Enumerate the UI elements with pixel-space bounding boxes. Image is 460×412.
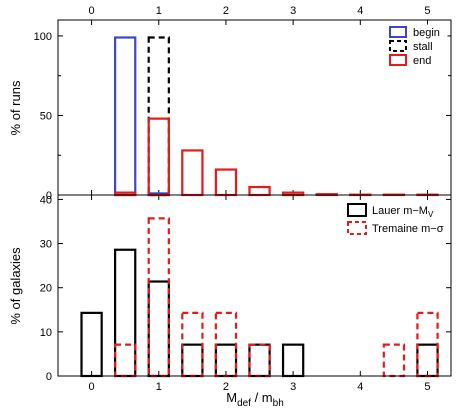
x-tick-label: 4 <box>357 381 363 393</box>
histogram-bar <box>181 149 204 197</box>
x-tick-label: 3 <box>290 5 296 17</box>
y-tick-label: 30 <box>40 239 52 251</box>
runs-histogram-panel: 0 1 2 3 4 5 0 50 100 % of runs begin stall end <box>8 5 452 202</box>
x-tick-label: 0 <box>89 381 95 393</box>
legend-swatch <box>389 26 407 38</box>
y-tick-label: 20 <box>40 283 52 295</box>
y-tick-label: 100 <box>34 31 52 43</box>
legend-label-main: Lauer m−M <box>372 205 428 217</box>
legend-label-sub: V <box>428 210 434 219</box>
runs-legend: begin stall end <box>379 24 448 71</box>
x-tick-label: 1 <box>156 5 162 17</box>
legend-swatch <box>347 221 367 235</box>
legend-label: end <box>413 55 431 67</box>
histogram-bar <box>181 343 204 378</box>
x-tick-label: 3 <box>290 381 296 393</box>
x-axis-title-sub2: bh <box>273 398 284 409</box>
histogram-bar <box>147 280 170 378</box>
y-tick-label: 0 <box>46 371 52 383</box>
legend-label: stall <box>413 41 433 53</box>
legend-label: Lauer m−MV <box>372 205 434 219</box>
x-axis-title-main: M <box>226 390 237 405</box>
x-tick-label: 0 <box>89 5 95 17</box>
x-axis-title-sub1: def <box>237 398 251 409</box>
histogram-bar <box>114 36 137 197</box>
galaxies-legend: Lauer m−MV Tremaine m−σ <box>347 203 444 235</box>
histogram-bar <box>382 343 406 378</box>
histogram-bar <box>114 248 137 378</box>
legend-swatch <box>389 54 407 66</box>
y-tick-label: 10 <box>40 327 52 339</box>
legend-background <box>379 24 448 71</box>
histogram-bar <box>248 343 271 378</box>
x-tick-label: 2 <box>223 5 229 17</box>
x-tick-label: 4 <box>357 5 363 17</box>
galaxies-histogram-panel: 0 1 2 3 4 5 0 10 20 30 40 % of galaxies Mdef / mb… <box>8 194 452 409</box>
histogram-bar <box>114 343 137 378</box>
top-x-axis: 0 1 2 3 4 5 <box>89 5 431 195</box>
histogram-bar <box>147 117 170 197</box>
x-tick-label: 2 <box>223 381 229 393</box>
x-axis-title: Mdef / mbh <box>226 390 284 409</box>
x-tick-label: 5 <box>424 381 430 393</box>
galaxies-y-axis-title: % of galaxies <box>8 247 23 325</box>
y-tick-label: 50 <box>40 110 52 122</box>
x-axis-title-mid: / m <box>251 390 273 405</box>
runs-y-axis-title: % of runs <box>8 80 23 135</box>
legend-label: begin <box>413 27 440 39</box>
histogram-bar <box>248 343 271 378</box>
y-tick-label: 40 <box>40 194 52 206</box>
histogram-bar <box>80 311 103 378</box>
galaxies-y-axis: 0 10 20 30 40 <box>40 194 451 383</box>
y-tick-label: 0 <box>46 190 52 202</box>
x-tick-label: 1 <box>156 381 162 393</box>
legend-swatch <box>389 40 407 52</box>
legend-swatch <box>347 203 367 217</box>
histogram-bar <box>147 36 170 197</box>
histogram-bar <box>248 185 271 197</box>
galaxies-bars <box>58 217 451 378</box>
histogram-bar <box>147 217 170 378</box>
x-tick-label: 5 <box>424 5 430 17</box>
legend-label: Tremaine m−σ <box>372 223 444 235</box>
